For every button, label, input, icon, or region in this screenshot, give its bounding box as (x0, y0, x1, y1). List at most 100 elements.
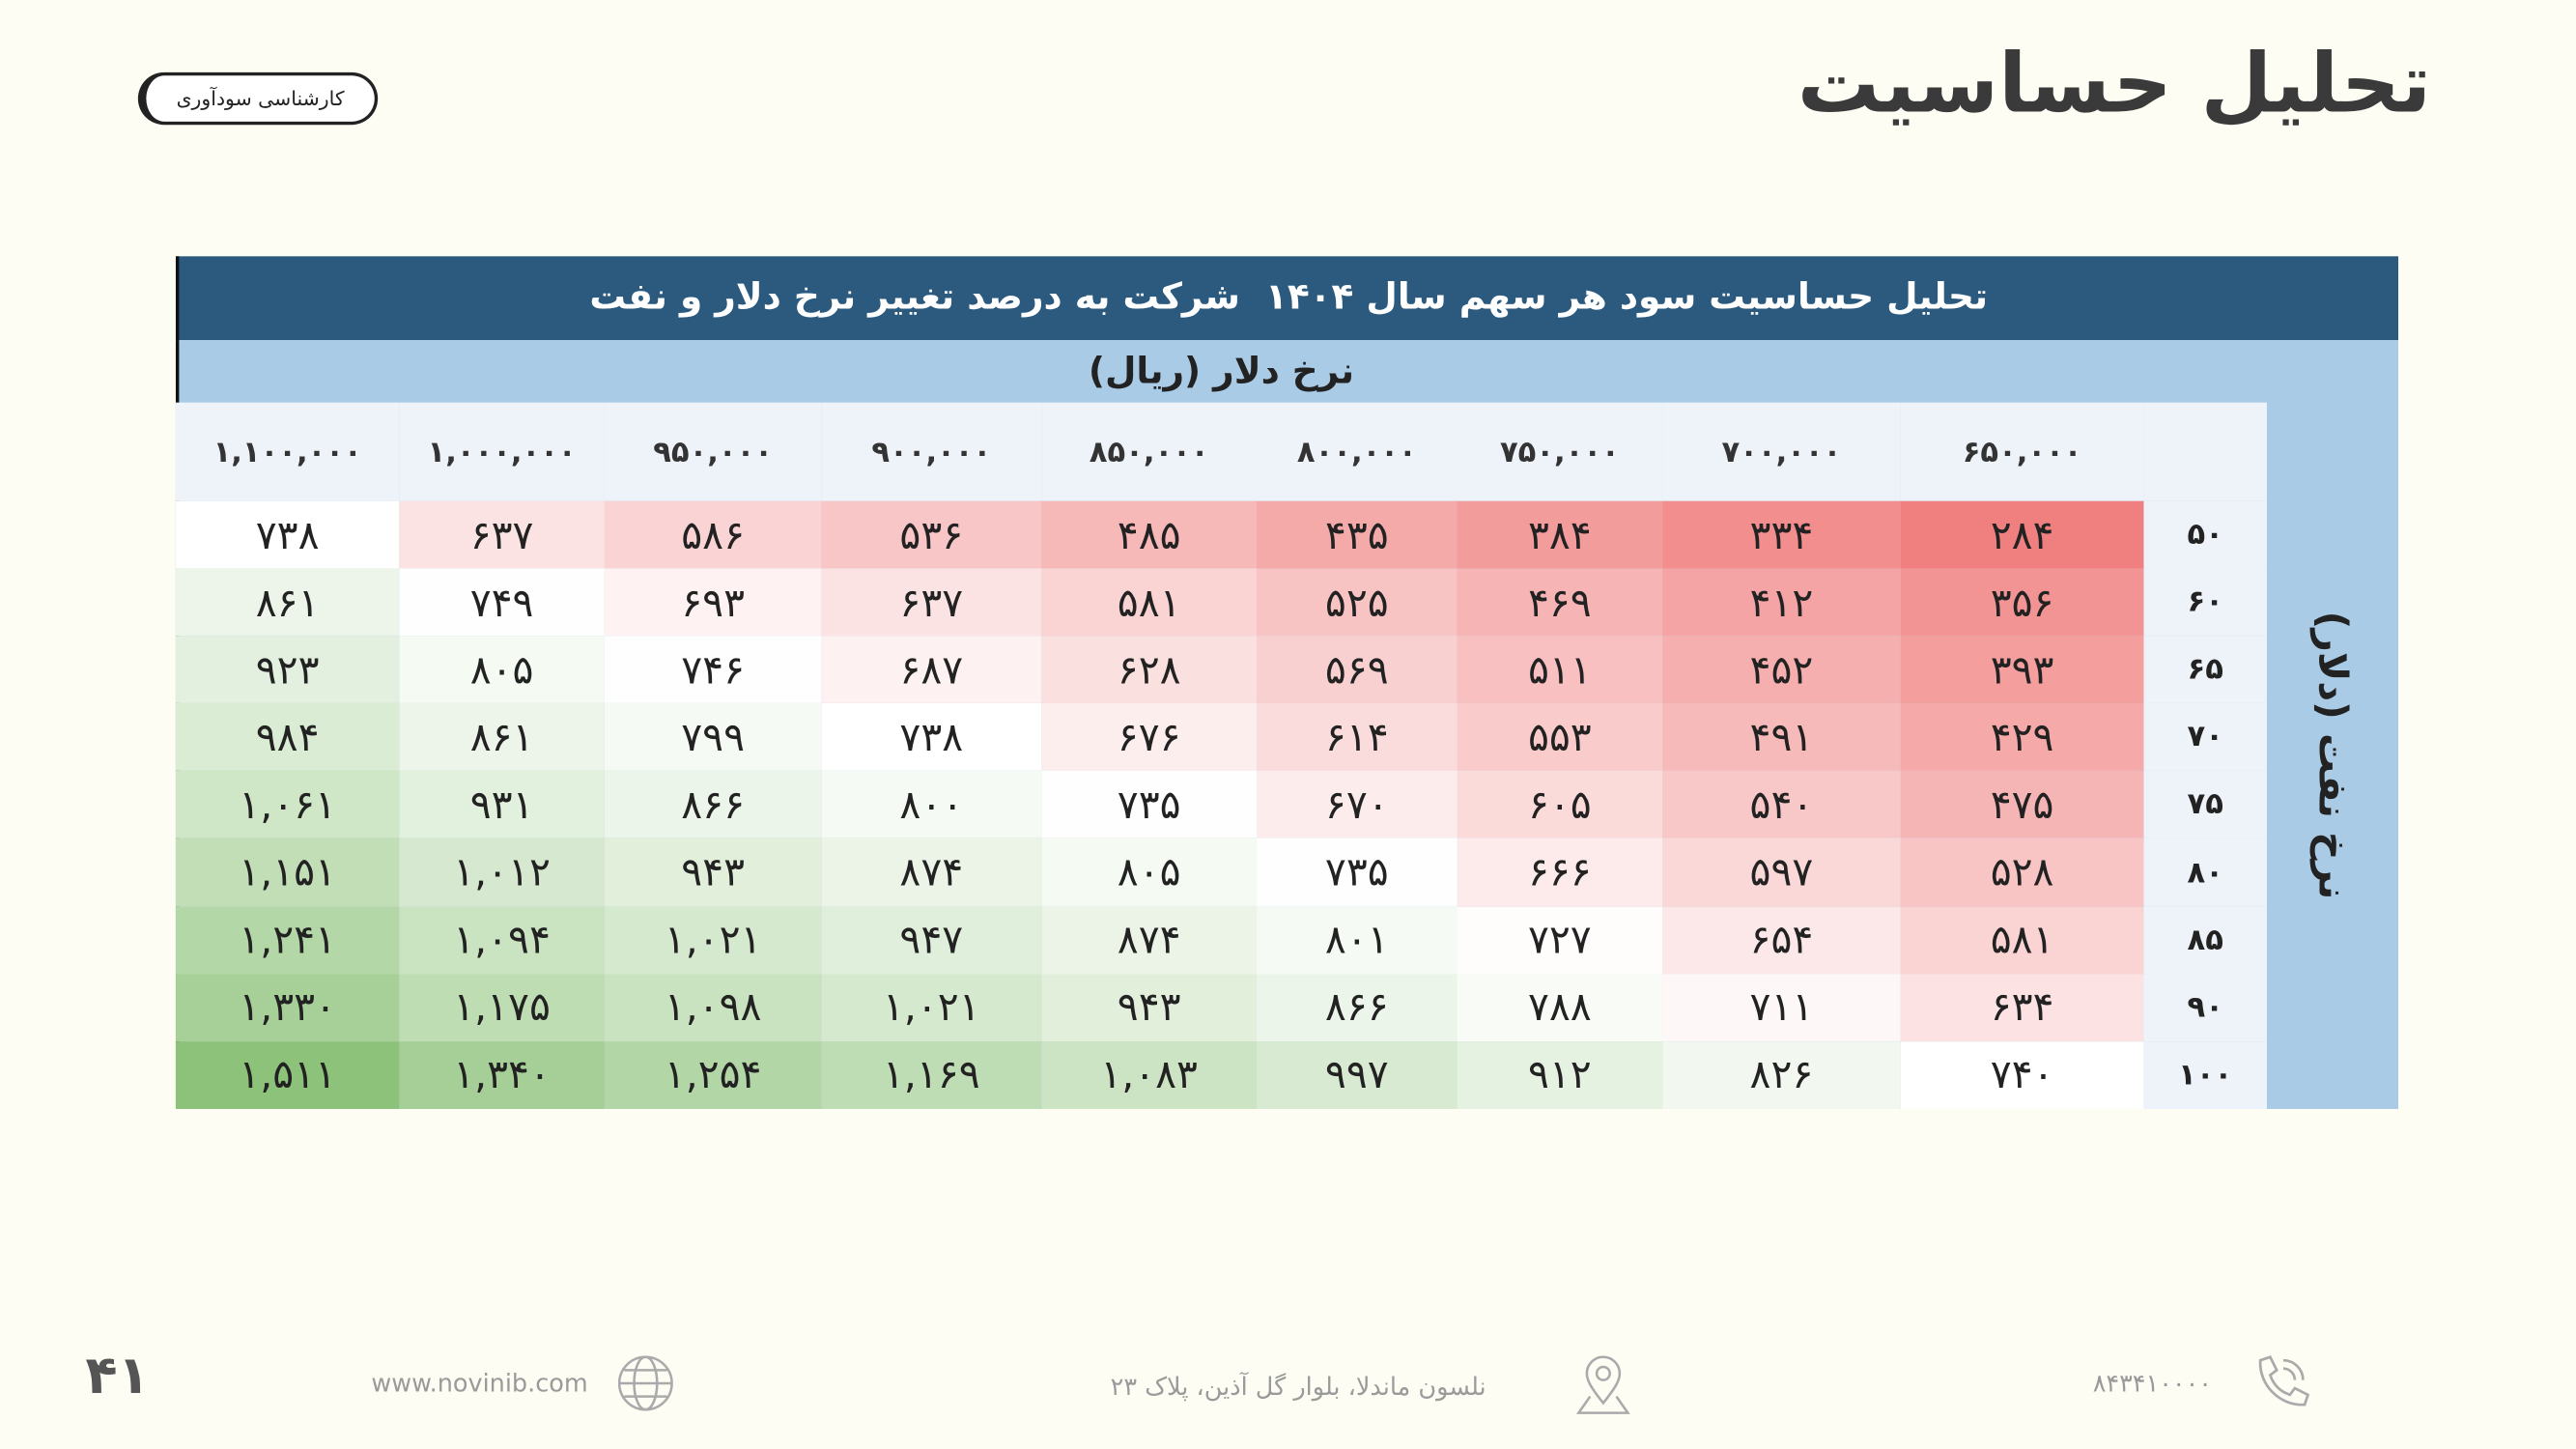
table-cell: ۳۳۴ (1662, 500, 1901, 569)
phone: ۸۴۳۴۱۰۰۰۰ (2092, 1368, 2213, 1399)
table-cell: ۴۱۲ (1662, 568, 1901, 637)
row-label: ۶۵ (2143, 636, 2267, 704)
globe-icon (617, 1355, 673, 1411)
table-cell: ۹۱۲ (1457, 1040, 1663, 1109)
table-cell: ۸۶۱ (399, 703, 605, 772)
table-cell: ۹۳۱ (399, 771, 605, 839)
table-cell: ۱,۵۱۱ (175, 1040, 400, 1109)
row-label: ۱۰۰ (2143, 1040, 2267, 1109)
table-cell: ۸۰۵ (399, 636, 605, 704)
table-cell: ۶۳۷ (821, 568, 1042, 637)
table-cell: ۴۸۵ (1041, 500, 1258, 569)
row-label: ۶۰ (2143, 568, 2267, 637)
table-cell: ۱,۰۸۳ (1041, 1040, 1258, 1109)
location-icon (1575, 1355, 1630, 1414)
table-cell: ۷۴۹ (399, 568, 605, 637)
table-cell: ۱,۲۴۱ (175, 906, 400, 974)
row-label: ۵۰ (2143, 500, 2267, 569)
table-cell: ۴۷۵ (1900, 771, 2144, 839)
table-cell: ۱,۲۵۴ (604, 1040, 822, 1109)
table-cell: ۱,۰۲۱ (821, 973, 1042, 1041)
table-cell: ۹۴۷ (821, 906, 1042, 974)
table-cell: ۱,۰۹۸ (604, 973, 822, 1041)
table-cell: ۵۳۶ (821, 500, 1042, 569)
table-cell: ۳۹۳ (1900, 636, 2144, 704)
column-header: ۷۰۰,۰۰۰ (1662, 402, 1901, 501)
page-title: تحلیل حساسیت (1797, 36, 2432, 132)
table-cell: ۳۵۶ (1900, 568, 2144, 637)
table-cell: ۵۲۸ (1900, 838, 2144, 907)
table-cell: ۶۹۳ (604, 568, 822, 637)
table-cell: ۶۶۶ (1457, 838, 1663, 907)
table-cell: ۷۳۵ (1041, 771, 1258, 839)
row-label: ۹۰ (2143, 973, 2267, 1041)
table-cell: ۶۳۷ (399, 500, 605, 569)
table-cell: ۵۵۳ (1457, 703, 1663, 772)
phone-icon (2258, 1355, 2310, 1406)
table-cell: ۷۴۶ (604, 636, 822, 704)
table-cell: ۹۹۷ (1257, 1040, 1458, 1109)
table-cell: ۸۰۵ (1041, 838, 1258, 907)
table-cell: ۵۲۵ (1257, 568, 1458, 637)
table-cell: ۸۶۱ (175, 568, 400, 637)
table-cell: ۲۸۴ (1900, 500, 2144, 569)
table-cell: ۵۴۰ (1662, 771, 1901, 839)
table-cell: ۶۰۵ (1457, 771, 1663, 839)
table-cell: ۶۵۴ (1662, 906, 1901, 974)
table-cell: ۶۳۴ (1900, 973, 2144, 1041)
table-cell: ۷۱۱ (1662, 973, 1901, 1041)
column-header: ۷۵۰,۰۰۰ (1457, 402, 1663, 501)
table-cell: ۷۲۷ (1457, 906, 1663, 974)
row-group-box: نرخ نفت (دلار) (2267, 403, 2398, 1109)
table-cell: ۷۸۸ (1457, 973, 1663, 1041)
table-cell: ۱,۱۵۱ (175, 838, 400, 907)
table-cell: ۱,۰۱۲ (399, 838, 605, 907)
table-cell: ۷۳۸ (821, 703, 1042, 772)
table-cell: ۹۴۳ (604, 838, 822, 907)
table-cell: ۵۹۷ (1662, 838, 1901, 907)
table-cell: ۷۳۵ (1257, 838, 1458, 907)
table-cell: ۵۸۶ (604, 500, 822, 569)
table-cell: ۶۷۶ (1041, 703, 1258, 772)
column-header: ۹۵۰,۰۰۰ (604, 402, 822, 501)
row-label: ۷۰ (2143, 703, 2267, 772)
table-cell: ۷۳۸ (175, 500, 400, 569)
website: www.novinib.com (371, 1368, 588, 1399)
table-cell: ۳۸۴ (1457, 500, 1663, 569)
table-cell: ۴۲۹ (1900, 703, 2144, 772)
table-cell: ۹۴۳ (1041, 973, 1258, 1041)
table-cell: ۴۵۲ (1662, 636, 1901, 704)
row-label: ۸۵ (2143, 906, 2267, 974)
table-cell: ۸۲۶ (1662, 1040, 1901, 1109)
column-header: ۸۰۰,۰۰۰ (1257, 402, 1458, 501)
table-cell: ۵۸۱ (1041, 568, 1258, 637)
table-title: تحلیل حساسیت سود هر سهم سال ۱۴۰۴ شرکت به… (175, 256, 2399, 341)
table-cell: ۸۰۰ (821, 771, 1042, 839)
table-cell: ۶۷۰ (1257, 771, 1458, 839)
table-cell: ۵۸۱ (1900, 906, 2144, 974)
column-header: ۸۵۰,۰۰۰ (1041, 402, 1258, 501)
table-cell: ۶۱۴ (1257, 703, 1458, 772)
table-cell: ۸۷۴ (821, 838, 1042, 907)
corner-cell (2143, 402, 2267, 501)
table-cell: ۸۶۶ (604, 771, 822, 839)
table-cell: ۷۹۹ (604, 703, 822, 772)
table-cell: ۵۶۹ (1257, 636, 1458, 704)
table-cell: ۴۶۹ (1457, 568, 1663, 637)
page-number: ۴۱ (85, 1344, 150, 1406)
sensitivity-table: ۶۵۰,۰۰۰ ۷۰۰,۰۰۰ ۷۵۰,۰۰۰ ۸۰۰,۰۰۰ ۸۵۰,۰۰۰ ۹۰۰,۰… (175, 402, 2267, 1109)
column-group-label: نرخ دلار (ریال) (1088, 351, 1355, 392)
address: نلسون ماندلا، بلوار گل آذین، پلاک ۲۳ (1110, 1372, 1486, 1402)
table-cell: ۱,۱۷۵ (399, 973, 605, 1041)
table-cell: ۱,۳۳۰ (175, 973, 400, 1041)
table-cell: ۷۴۰ (1900, 1040, 2144, 1109)
table-cell: ۱,۱۶۹ (821, 1040, 1042, 1109)
row-label: ۷۵ (2143, 771, 2267, 839)
column-header: ۹۰۰,۰۰۰ (821, 402, 1042, 501)
table-cell: ۹۸۴ (175, 703, 400, 772)
table-cell: ۶۲۸ (1041, 636, 1258, 704)
table-cell: ۱,۰۲۱ (604, 906, 822, 974)
table-cell: ۴۳۵ (1257, 500, 1458, 569)
